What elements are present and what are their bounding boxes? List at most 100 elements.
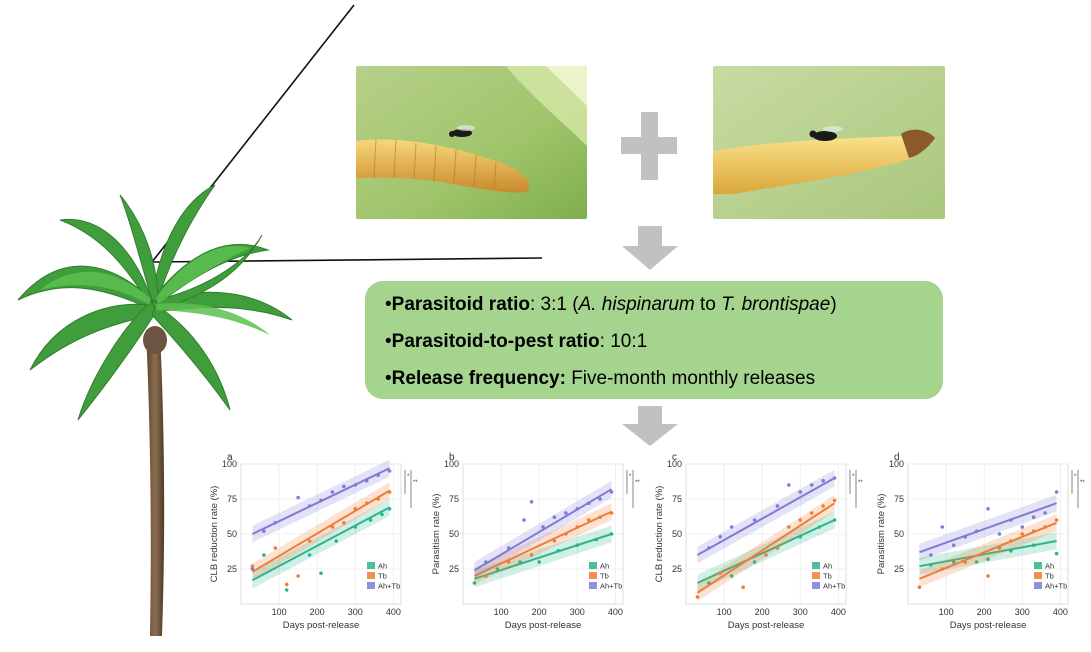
x-tick-label: 300 xyxy=(348,607,363,617)
data-point xyxy=(273,546,278,550)
data-point xyxy=(798,518,803,522)
data-point xyxy=(495,567,500,571)
larva-body xyxy=(356,139,530,193)
data-point xyxy=(940,525,945,529)
data-point xyxy=(250,564,255,568)
x-tick-label: 100 xyxy=(272,607,287,617)
significance-mark: ** xyxy=(413,480,418,486)
significance-mark: * xyxy=(407,474,410,480)
pest-ratio-value: 10:1 xyxy=(610,331,648,352)
significance-mark: ** xyxy=(635,480,640,486)
data-point xyxy=(1009,518,1013,522)
data-point xyxy=(575,543,580,547)
data-point xyxy=(1009,549,1013,553)
legend-swatch xyxy=(589,572,597,579)
data-point xyxy=(529,553,534,557)
data-point xyxy=(296,495,300,500)
data-point xyxy=(951,543,956,547)
y-axis-title: Parasitism rate (%) xyxy=(431,494,442,575)
legend-swatch xyxy=(589,582,597,589)
y-tick-label: 25 xyxy=(894,564,904,574)
data-point xyxy=(273,521,278,525)
wasp-icon xyxy=(449,125,475,137)
x-tick-label: 100 xyxy=(717,607,732,617)
data-point xyxy=(334,539,339,543)
data-point xyxy=(1031,529,1036,533)
data-point xyxy=(963,560,967,564)
data-point xyxy=(506,546,511,550)
panel-label: c xyxy=(672,452,677,463)
legend-swatch xyxy=(367,582,375,589)
data-point xyxy=(609,511,614,515)
x-tick-label: 100 xyxy=(939,607,954,617)
data-point xyxy=(575,525,580,529)
x-axis-title: Days post-release xyxy=(950,620,1027,631)
legend-swatch xyxy=(367,562,375,569)
x-axis-title: Days post-release xyxy=(283,620,360,631)
panel-label: d xyxy=(894,452,900,463)
y-tick-label: 50 xyxy=(227,529,237,539)
parasitoid-ratio-line: •Parasitoid ratio: 3:1 (A. hispinarum to… xyxy=(385,286,943,323)
pest-ratio-label: Parasitoid-to-pest ratio xyxy=(391,331,600,352)
data-point xyxy=(296,574,300,578)
data-point xyxy=(775,504,780,508)
x-tick-label: 200 xyxy=(755,607,770,617)
ratio-value: 3:1 ( xyxy=(540,294,579,315)
data-point xyxy=(529,500,534,504)
data-point xyxy=(307,553,312,557)
legend-label: Tb xyxy=(378,572,387,581)
chart-panel-b: b 25 50 75 100 100 200 300 400 Days post-release P… xyxy=(427,450,643,646)
legend-label: Ah xyxy=(600,562,609,571)
y-axis-title: CLB reduction rate (%) xyxy=(209,486,220,583)
data-point xyxy=(319,571,323,575)
separator: : xyxy=(529,294,541,315)
fit-line-ahtb xyxy=(696,477,836,556)
y-tick-label: 50 xyxy=(449,529,459,539)
data-point xyxy=(342,484,346,489)
y-tick-label: 25 xyxy=(672,564,682,574)
fit-line-tb xyxy=(696,502,836,594)
legend-swatch xyxy=(812,572,820,579)
data-point xyxy=(262,553,266,557)
data-point xyxy=(586,518,591,522)
data-point xyxy=(1043,525,1047,529)
data-point xyxy=(1020,532,1025,536)
data-point xyxy=(707,546,711,550)
data-point xyxy=(598,515,602,519)
x-tick-label: 200 xyxy=(310,607,325,617)
y-tick-label: 75 xyxy=(227,494,237,504)
fit-line-ahtb xyxy=(919,502,1057,554)
data-point xyxy=(929,563,933,567)
x-axis-title: Days post-release xyxy=(728,620,805,631)
legend-swatch xyxy=(1034,562,1042,569)
data-point xyxy=(986,574,990,578)
data-point xyxy=(556,549,561,553)
x-tick-label: 100 xyxy=(494,607,509,617)
data-point xyxy=(564,511,568,515)
data-point xyxy=(564,532,568,536)
species-b: T. brontispae xyxy=(721,294,831,315)
data-point xyxy=(821,504,825,508)
data-point xyxy=(518,560,522,564)
pest-ratio-line: •Parasitoid-to-pest ratio: 10:1 xyxy=(385,323,943,360)
y-tick-label: 75 xyxy=(449,494,459,504)
legend-label: Tb xyxy=(1045,572,1054,581)
fit-line-ah xyxy=(251,506,391,582)
parasitoid-ratio-label: Parasitoid ratio xyxy=(391,294,530,315)
legend-label: Ah+Tb xyxy=(1045,582,1067,591)
x-tick-label: 200 xyxy=(977,607,992,617)
data-point xyxy=(832,498,837,503)
y-tick-label: 50 xyxy=(672,529,682,539)
y-axis-title: Parasitism rate (%) xyxy=(876,494,887,575)
larva-body-right xyxy=(713,136,919,194)
fit-line-ah xyxy=(474,533,612,580)
legend-swatch xyxy=(1034,572,1042,579)
fit-line-tb xyxy=(474,510,612,577)
data-point xyxy=(1043,511,1047,515)
data-point xyxy=(997,532,1002,536)
data-point xyxy=(586,501,591,505)
x-tick-label: 300 xyxy=(1015,607,1030,617)
larva-photo-left xyxy=(356,66,587,219)
bullet: • xyxy=(385,368,392,389)
data-point xyxy=(330,490,335,494)
